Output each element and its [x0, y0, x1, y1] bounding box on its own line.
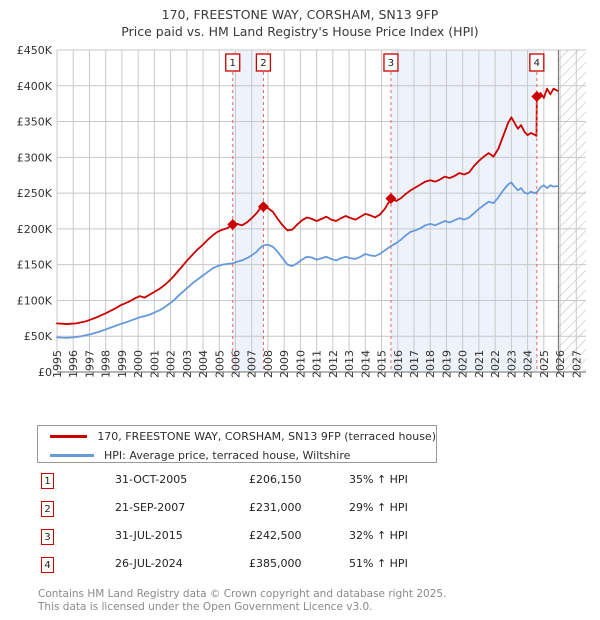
- x-axis-tick-label: 2005: [213, 350, 226, 378]
- sale-price: £385,000: [249, 557, 302, 570]
- x-axis-tick-label: 2014: [359, 350, 372, 378]
- legend-swatch-property: [50, 434, 88, 438]
- x-axis-tick-label: 2022: [489, 350, 502, 378]
- sale-index-badge: 4: [41, 557, 54, 573]
- y-axis-tick-label: £100K: [17, 294, 53, 307]
- y-axis-tick-label: £0: [38, 366, 52, 379]
- x-axis-tick-label: 2025: [538, 350, 551, 378]
- table-row: 3 31-JUL-2015 £242,500 32% ↑ HPI: [37, 526, 457, 554]
- x-axis-tick-label: 2007: [246, 350, 259, 378]
- sale-index-badge: 3: [41, 529, 54, 545]
- x-axis-tick-label: 2011: [311, 350, 324, 378]
- y-axis-tick-label: £200K: [17, 223, 53, 236]
- x-axis-tick-label: 2000: [132, 350, 145, 378]
- x-axis-tick-label: 2027: [570, 350, 583, 378]
- legend-item-hpi: HPI: Average price, terraced house, Wilt…: [38, 446, 436, 464]
- ownership-band-2: [390, 50, 537, 372]
- y-axis-tick-label: £450K: [17, 44, 53, 57]
- sale-price: £242,500: [249, 529, 302, 542]
- x-axis-tick-label: 2010: [294, 350, 307, 378]
- x-axis-tick-label: 2015: [376, 350, 389, 378]
- page-title: 170, FREESTONE WAY, CORSHAM, SN13 9FP: [161, 7, 439, 22]
- sale-marker-box-2[interactable]: [255, 53, 272, 72]
- x-axis-tick-label: 2012: [327, 350, 340, 378]
- sale-hpi-delta: 35% ↑ HPI: [349, 473, 408, 486]
- x-axis-tick-label: 2006: [229, 350, 242, 378]
- sale-marker-box-4[interactable]: [529, 53, 545, 72]
- x-axis-tick-label: 2013: [343, 350, 356, 378]
- footer-line-1: Contains HM Land Registry data © Crown c…: [38, 588, 447, 600]
- series-line-property: [56, 87, 559, 325]
- table-row: 1 31-OCT-2005 £206,150 35% ↑ HPI: [37, 470, 457, 498]
- chart-legend: 170, FREESTONE WAY, CORSHAM, SN13 9FP (t…: [37, 425, 437, 463]
- page-subtitle: Price paid vs. HM Land Registry's House …: [121, 24, 479, 39]
- sale-marker-number-3: 3: [388, 58, 394, 69]
- x-axis-tick-label: 2021: [473, 350, 486, 378]
- x-axis-tick-label: 1997: [83, 350, 96, 378]
- x-axis-tick-label: 2026: [554, 350, 567, 378]
- table-row: 2 21-SEP-2007 £231,000 29% ↑ HPI: [37, 498, 457, 526]
- legend-item-property: 170, FREESTONE WAY, CORSHAM, SN13 9FP (t…: [38, 427, 436, 445]
- y-axis-tick-label: £300K: [17, 151, 53, 164]
- table-row: 4 26-JUL-2024 £385,000 51% ↑ HPI: [37, 554, 457, 582]
- legend-label-hpi: HPI: Average price, terraced house, Wilt…: [104, 448, 351, 462]
- sale-date: 21-SEP-2007: [115, 501, 186, 514]
- sale-price: £231,000: [249, 501, 302, 514]
- sale-hpi-delta: 51% ↑ HPI: [349, 557, 408, 570]
- x-axis-tick-label: 1996: [67, 350, 80, 378]
- x-axis-tick-label: 2024: [522, 350, 535, 378]
- price-history-chart: £0 £50K £100K £150K £200K £250K £300K £350K £400…: [17, 44, 586, 379]
- sale-index-badge: 2: [41, 501, 54, 517]
- sale-date: 31-JUL-2015: [115, 529, 183, 542]
- copyright-footer: Contains HM Land Registry data © Crown c…: [38, 588, 446, 613]
- x-axis-tick-label: 2018: [424, 350, 437, 378]
- sale-date: 31-OCT-2005: [115, 473, 188, 486]
- x-axis-tick-label: 1995: [51, 350, 64, 378]
- sale-point-diamond-1[interactable]: [227, 218, 239, 230]
- y-axis-tick-label: £150K: [17, 259, 53, 272]
- sale-marker-box-3[interactable]: [383, 53, 399, 72]
- x-axis-tick-label: 1999: [116, 350, 129, 378]
- series-line-hpi: [56, 181, 559, 339]
- x-axis-tick-label: 2009: [278, 350, 291, 378]
- chart-title-block: 170, FREESTONE WAY, CORSHAM, SN13 9FP Pr…: [0, 6, 600, 40]
- sale-point-diamond-3[interactable]: [385, 192, 397, 204]
- sale-marker-number-1: 1: [230, 58, 236, 69]
- sale-hpi-delta: 29% ↑ HPI: [349, 501, 408, 514]
- sales-history-table: 1 31-OCT-2005 £206,150 35% ↑ HPI 2 21-SE…: [37, 470, 457, 582]
- sale-index-badge: 1: [41, 473, 54, 489]
- x-axis-tick-label: 2002: [165, 350, 178, 378]
- footer-line-2: This data is licensed under the Open Gov…: [38, 600, 373, 613]
- sale-marker-number-2: 2: [260, 58, 266, 69]
- y-axis-tick-label: £50K: [24, 330, 53, 343]
- x-axis-tick-label: 2019: [440, 350, 453, 378]
- y-axis-tick-label: £350K: [17, 116, 53, 129]
- sale-marker-box-1[interactable]: [225, 53, 241, 72]
- x-axis-tick-label: 2017: [408, 350, 421, 378]
- x-axis-tick-label: 2003: [181, 350, 194, 378]
- sale-date: 26-JUL-2024: [115, 557, 183, 570]
- legend-label-property: 170, FREESTONE WAY, CORSHAM, SN13 9FP (t…: [97, 429, 436, 443]
- sale-point-diamond-2[interactable]: [257, 201, 269, 213]
- sale-price: £206,150: [249, 473, 302, 486]
- forecast-hatched-region: [558, 50, 586, 372]
- x-axis-tick-label: 2004: [197, 350, 210, 378]
- y-axis-tick-label: £400K: [17, 80, 53, 93]
- sale-hpi-delta: 32% ↑ HPI: [349, 529, 408, 542]
- x-axis-tick-label: 2008: [262, 350, 275, 378]
- x-axis-tick-label: 2020: [457, 350, 470, 378]
- y-axis-tick-label: £250K: [17, 187, 53, 200]
- x-axis-tick-label: 2001: [148, 350, 161, 378]
- sale-point-diamond-4[interactable]: [531, 91, 543, 103]
- legend-swatch-hpi: [50, 453, 94, 457]
- x-axis-tick-label: 2023: [505, 350, 518, 378]
- x-axis-tick-label: 1998: [100, 350, 113, 378]
- x-axis-tick-label: 2016: [392, 350, 405, 378]
- sale-marker-number-4: 4: [534, 58, 540, 69]
